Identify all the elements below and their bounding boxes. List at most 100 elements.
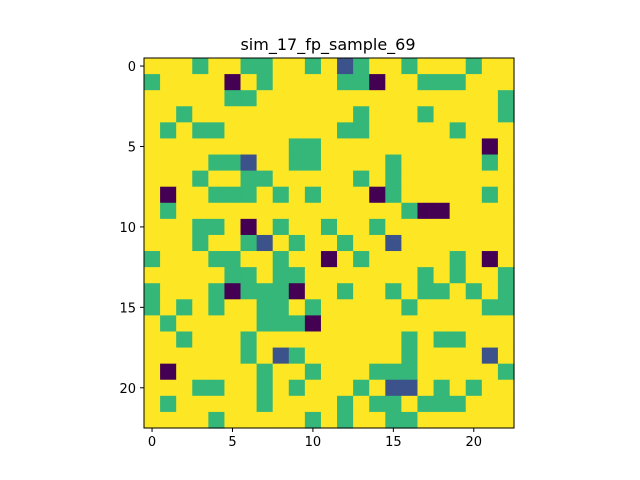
- heatmap-cell: [369, 411, 386, 429]
- heatmap-cell: [481, 251, 499, 268]
- heatmap-cell: [385, 379, 402, 397]
- heatmap-cell: [288, 202, 306, 220]
- heatmap-cell: [337, 395, 354, 413]
- heatmap-cell: [240, 154, 258, 172]
- heatmap-cell: [449, 411, 467, 429]
- heatmap-cell: [497, 186, 515, 204]
- heatmap-cell: [240, 315, 258, 333]
- heatmap-cell: [337, 170, 354, 188]
- heatmap-cell: [401, 395, 419, 413]
- heatmap-cell: [192, 234, 209, 252]
- heatmap-cell: [272, 90, 290, 107]
- heatmap-cell: [369, 379, 386, 397]
- heatmap-cell: [449, 315, 467, 333]
- heatmap-cell: [272, 154, 290, 172]
- heatmap-cell: [320, 283, 338, 300]
- heatmap-cell: [240, 379, 258, 397]
- heatmap-cell: [160, 267, 177, 284]
- heatmap-cell: [369, 186, 386, 204]
- heatmap-cell: [272, 170, 290, 188]
- heatmap-cell: [224, 283, 242, 300]
- heatmap-cell: [497, 315, 515, 333]
- heatmap-cell: [176, 299, 193, 316]
- heatmap-cell: [369, 234, 386, 252]
- x-axis: 0 5 10 15 20: [148, 428, 482, 450]
- heatmap-cell: [160, 218, 177, 236]
- heatmap-cell: [256, 218, 274, 236]
- heatmap-cell: [192, 411, 209, 429]
- heatmap-cell: [176, 251, 193, 268]
- heatmap-cell: [433, 283, 451, 300]
- heatmap-cell: [433, 331, 451, 349]
- heatmap-cell: [465, 186, 483, 204]
- heatmap-cell: [176, 234, 193, 252]
- heatmap-cell: [417, 170, 435, 188]
- heatmap-cell: [497, 331, 515, 349]
- heatmap-cell: [433, 58, 451, 75]
- heatmap-cell: [353, 106, 370, 123]
- heatmap-cell: [304, 315, 322, 333]
- heatmap-cell: [385, 138, 402, 156]
- heatmap-cell: [144, 138, 161, 156]
- heatmap-cell: [369, 138, 386, 156]
- heatmap-cell: [272, 395, 290, 413]
- heatmap-cell: [304, 234, 322, 252]
- heatmap-cell: [256, 138, 274, 156]
- heatmap-cell: [288, 363, 306, 381]
- heatmap-cell: [192, 218, 209, 236]
- heatmap-cell: [224, 331, 242, 349]
- heatmap-cell: [288, 186, 306, 204]
- heatmap-cell: [320, 363, 338, 381]
- heatmap-cell: [224, 267, 242, 284]
- heatmap-cell: [256, 363, 274, 381]
- heatmap-cell: [337, 234, 354, 252]
- heatmap-cell: [417, 154, 435, 172]
- heatmap-cell: [385, 122, 402, 140]
- y-tick-label: 5: [128, 140, 136, 155]
- heatmap-cell: [160, 202, 177, 220]
- heatmap-cell: [256, 379, 274, 397]
- heatmap-cell: [320, 251, 338, 268]
- heatmap-cell: [160, 74, 177, 91]
- heatmap-cell: [144, 234, 161, 252]
- heatmap-cell: [240, 106, 258, 123]
- heatmap-cells: [144, 58, 515, 429]
- heatmap-cell: [320, 347, 338, 365]
- heatmap-cell: [401, 331, 419, 349]
- heatmap-cell: [288, 74, 306, 91]
- heatmap-cell: [320, 74, 338, 91]
- heatmap-cell: [160, 234, 177, 252]
- heatmap-cell: [433, 106, 451, 123]
- heatmap-cell: [449, 267, 467, 284]
- x-tick-label: 5: [228, 435, 236, 450]
- heatmap-cell: [353, 379, 370, 397]
- heatmap-cell: [160, 251, 177, 268]
- heatmap-cell: [192, 347, 209, 365]
- heatmap-cell: [176, 74, 193, 91]
- heatmap-cell: [465, 202, 483, 220]
- heatmap-cell: [433, 315, 451, 333]
- heatmap-cell: [144, 154, 161, 172]
- heatmap-cell: [353, 122, 370, 140]
- heatmap-cell: [497, 379, 515, 397]
- heatmap-cell: [497, 299, 515, 316]
- heatmap-cell: [208, 411, 226, 429]
- heatmap-cell: [176, 186, 193, 204]
- heatmap-cell: [192, 154, 209, 172]
- heatmap-cell: [240, 331, 258, 349]
- heatmap-cell: [417, 58, 435, 75]
- heatmap-cell: [288, 267, 306, 284]
- heatmap-cell: [256, 283, 274, 300]
- heatmap-cell: [304, 106, 322, 123]
- heatmap-cell: [144, 411, 161, 429]
- heatmap-cell: [176, 170, 193, 188]
- heatmap-cell: [337, 186, 354, 204]
- heatmap-cell: [192, 202, 209, 220]
- heatmap-cell: [160, 283, 177, 300]
- heatmap-cell: [176, 363, 193, 381]
- heatmap-cell: [385, 395, 402, 413]
- heatmap-cell: [320, 202, 338, 220]
- heatmap-cell: [337, 347, 354, 365]
- heatmap-cell: [272, 379, 290, 397]
- heatmap-cell: [240, 411, 258, 429]
